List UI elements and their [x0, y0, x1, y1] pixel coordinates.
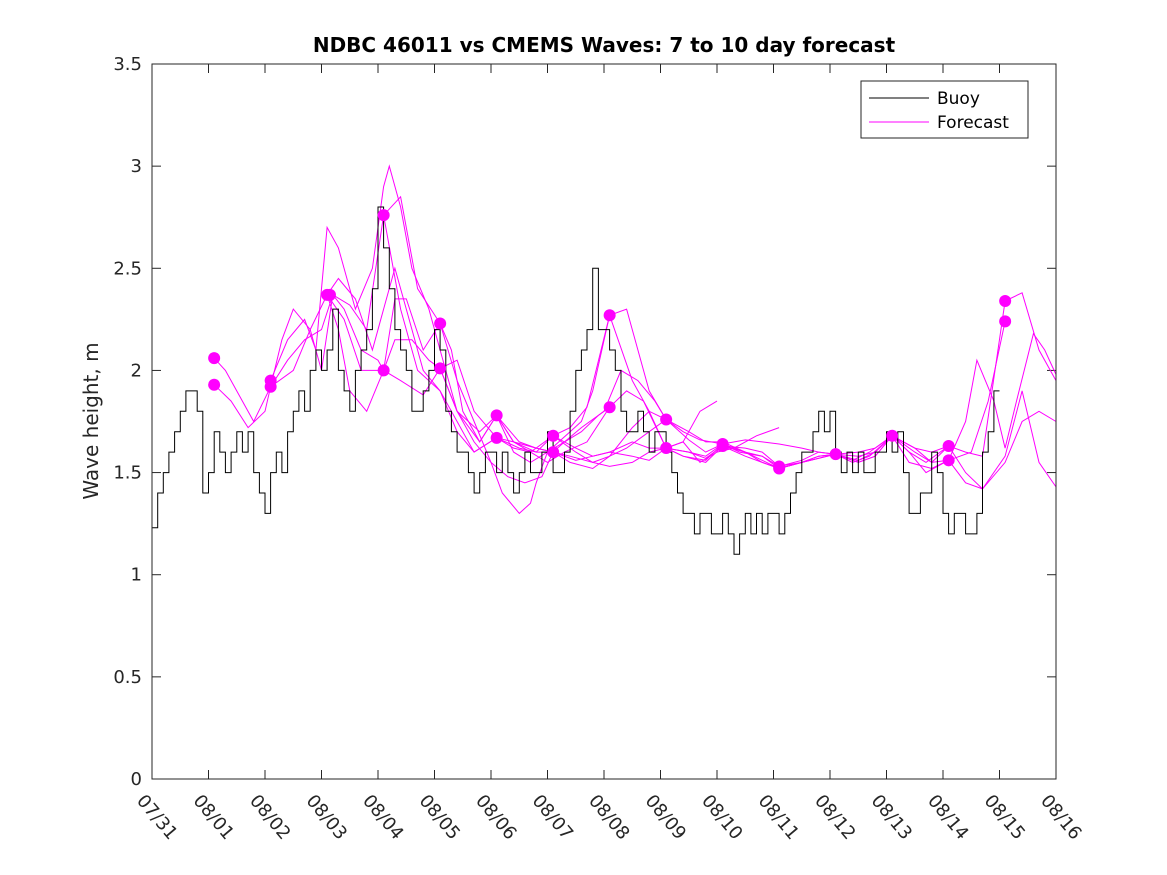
forecast-marker	[323, 288, 336, 301]
y-tick-label: 3	[131, 156, 142, 177]
forecast-line	[665, 332, 1057, 474]
y-axis-label: Wave height, m	[79, 342, 103, 499]
y-axis-ticks: 0 0.5 1 1.5 2 2.5 3 3.5	[113, 54, 1056, 790]
y-tick-label: 0	[131, 769, 142, 790]
forecast-marker	[547, 429, 560, 442]
forecast-marker	[716, 440, 729, 453]
forecast-marker	[999, 294, 1012, 307]
plot-area	[152, 64, 1056, 779]
forecast-marker	[208, 352, 221, 365]
y-tick-label: 0.5	[113, 667, 142, 688]
forecast-marker	[942, 454, 955, 467]
forecast-marker	[886, 429, 899, 442]
forecast-marker	[942, 440, 955, 453]
forecast-marker	[490, 409, 503, 422]
forecast-line	[213, 293, 610, 484]
forecast-marker	[660, 442, 673, 455]
y-tick-label: 1	[131, 565, 142, 586]
forecast-marker	[490, 431, 503, 444]
forecast-marker	[434, 317, 447, 330]
forecast-marker	[377, 209, 390, 222]
forecast-marker	[603, 309, 616, 322]
y-tick-label: 3.5	[113, 54, 142, 75]
forecast-marker	[264, 380, 277, 393]
forecast-marker	[660, 413, 673, 426]
buoy-line	[152, 206, 1000, 555]
y-tick-label: 2.5	[113, 258, 142, 279]
y-tick-label: 1.5	[113, 463, 142, 484]
forecast-marker	[547, 446, 560, 459]
forecast-marker	[434, 362, 447, 375]
forecast-marker	[829, 448, 842, 461]
y-tick-label: 2	[131, 360, 142, 381]
legend-buoy-label: Buoy	[937, 89, 980, 109]
forecast-marker	[999, 315, 1012, 328]
forecast-marker	[377, 364, 390, 377]
chart-title: NDBC 46011 vs CMEMS Waves: 7 to 10 day f…	[313, 33, 896, 57]
legend: Buoy Forecast	[860, 80, 1029, 139]
forecast-marker	[208, 378, 221, 391]
forecast-marker	[773, 462, 786, 475]
legend-forecast-label: Forecast	[937, 113, 1009, 133]
legend-box	[860, 80, 1029, 139]
forecast-marker	[603, 401, 616, 414]
forecast-markers	[208, 209, 1012, 475]
axes-box	[151, 63, 1057, 780]
